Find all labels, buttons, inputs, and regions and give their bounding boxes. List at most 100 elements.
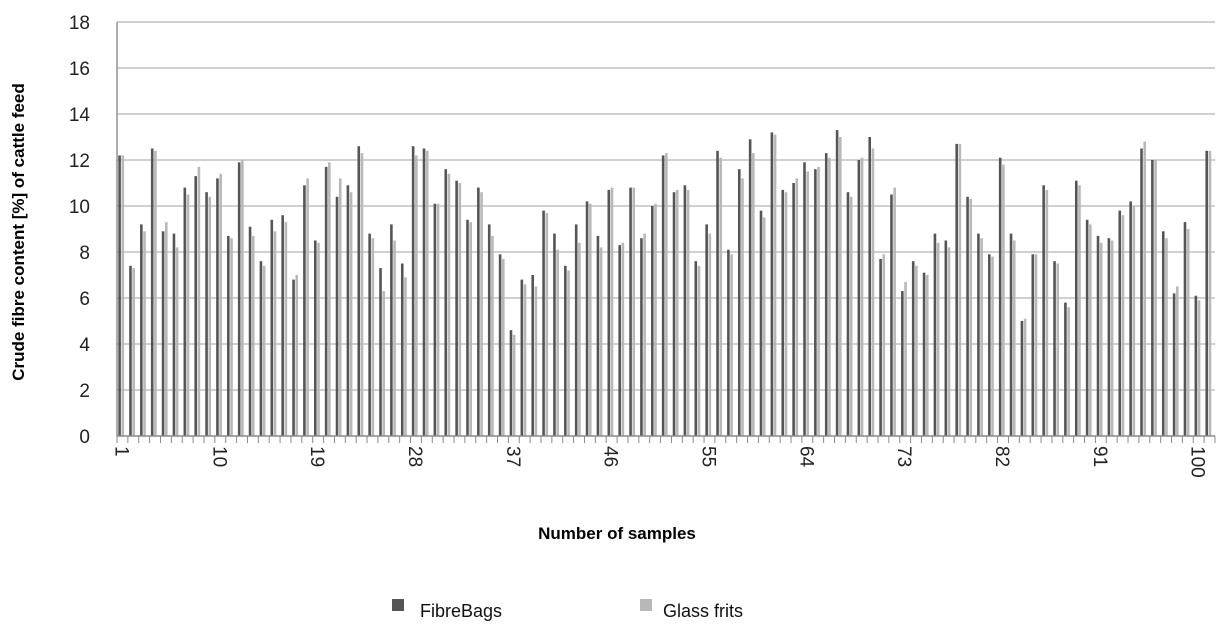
bar-glass-frits-2	[132, 268, 135, 436]
y-tick-label: 18	[69, 13, 90, 34]
bar-glass-frits-65	[817, 166, 820, 436]
bar-fibrebags-71	[879, 258, 882, 436]
bar-fibrebags-67	[835, 130, 839, 436]
bar-glass-frits-76	[936, 242, 940, 436]
bar-glass-frits-40	[545, 212, 549, 436]
bar-glass-frits-62	[784, 192, 788, 436]
y-tick-label: 6	[79, 289, 90, 310]
bar-glass-frits-39	[534, 286, 538, 436]
bar-glass-frits-23	[360, 153, 364, 436]
bar-glass-frits-35	[491, 235, 494, 436]
bar-fibrebags-57	[727, 249, 730, 436]
bar-glass-frits-68	[849, 196, 853, 436]
bar-fibrebags-54	[694, 261, 698, 436]
bar-fibrebags-47	[618, 245, 621, 436]
bar-glass-frits-38	[523, 284, 527, 436]
x-tick-label: 55	[697, 446, 718, 467]
bar-glass-frits-26	[393, 240, 396, 436]
bar-fibrebags-91	[1096, 235, 1100, 436]
y-tick-label: 4	[79, 335, 90, 356]
bar-glass-frits-9	[208, 196, 212, 436]
bar-fibrebags-21	[335, 196, 339, 436]
bar-fibrebags-83	[1009, 233, 1013, 436]
bar-glass-frits-69	[860, 157, 864, 436]
bar-fibrebags-79	[966, 196, 969, 436]
y-axis-title: Crude fibre content [%] of cattle feed	[9, 83, 28, 381]
bar-glass-frits-48	[632, 187, 636, 436]
bar-glass-frits-74	[915, 265, 918, 436]
bar-fibrebags-9	[205, 192, 208, 436]
bar-glass-frits-72	[893, 187, 896, 436]
bar-glass-frits-44	[588, 203, 592, 436]
bar-glass-frits-84	[1023, 318, 1027, 436]
x-tick-label: 37	[502, 446, 523, 467]
x-tick-label: 73	[893, 446, 914, 467]
bar-fibrebags-63	[792, 183, 795, 436]
bar-fibrebags-68	[846, 192, 850, 436]
bar-glass-frits-24	[371, 238, 375, 436]
bar-fibrebags-94	[1129, 201, 1132, 436]
bar-glass-frits-71	[882, 254, 886, 436]
bar-glass-frits-41	[556, 249, 559, 436]
bars	[118, 130, 1212, 437]
bar-glass-frits-59	[752, 153, 755, 436]
bar-glass-frits-43	[578, 242, 581, 436]
bar-glass-frits-18	[306, 178, 309, 436]
bar-glass-frits-88	[1067, 307, 1070, 436]
bar-glass-frits-30	[436, 203, 440, 436]
bar-glass-frits-47	[621, 242, 625, 436]
bar-glass-frits-4	[154, 150, 157, 437]
bar-glass-frits-79	[969, 199, 973, 436]
y-tick-label: 14	[69, 105, 91, 126]
bar-glass-frits-56	[719, 157, 723, 436]
bar-fibrebags-45	[596, 235, 600, 436]
bar-fibrebags-2	[129, 265, 132, 436]
bar-glass-frits-42	[567, 270, 570, 436]
axes	[116, 22, 1216, 443]
bar-glass-frits-37	[512, 334, 516, 436]
bar-fibrebags-84	[1020, 321, 1024, 436]
bar-glass-frits-55	[708, 233, 712, 436]
bar-glass-frits-87	[1056, 263, 1060, 436]
y-tick-label: 12	[69, 151, 90, 172]
bar-fibrebags-42	[564, 265, 567, 436]
bar-fibrebags-70	[868, 137, 872, 436]
bar-glass-frits-96	[1154, 160, 1157, 436]
bar-glass-frits-94	[1132, 206, 1136, 436]
bar-fibrebags-97	[1161, 231, 1165, 436]
y-tick-label: 8	[79, 243, 90, 264]
bar-glass-frits-33	[469, 222, 472, 436]
bar-glass-frits-83	[1012, 240, 1016, 436]
bar-glass-frits-64	[806, 171, 809, 436]
bar-glass-frits-54	[697, 265, 701, 436]
bar-fibrebags-4	[150, 148, 154, 436]
bar-glass-frits-12	[241, 160, 244, 436]
bar-fibrebags-50	[651, 206, 654, 436]
x-tick-label: 91	[1089, 446, 1110, 467]
bar-fibrebags-51	[661, 155, 665, 436]
bar-glass-frits-6	[175, 247, 179, 436]
bar-fibrebags-15	[270, 219, 274, 436]
bar-fibrebags-82	[998, 157, 1002, 436]
bar-fibrebags-22	[346, 185, 350, 436]
bar-fibrebags-41	[553, 233, 556, 436]
x-tick-label: 100	[1187, 446, 1208, 478]
bar-glass-frits-28	[415, 155, 418, 436]
bar-fibrebags-27	[400, 263, 404, 436]
bar-fibrebags-101	[1205, 150, 1209, 437]
bar-fibrebags-76	[933, 233, 937, 436]
bar-fibrebags-89	[1074, 180, 1078, 436]
bar-fibrebags-96	[1151, 160, 1154, 436]
bar-glass-frits-60	[762, 217, 766, 436]
bar-fibrebags-64	[803, 162, 806, 437]
bar-fibrebags-92	[1107, 238, 1111, 436]
bar-glass-frits-82	[1002, 164, 1005, 436]
bar-glass-frits-58	[741, 178, 744, 436]
bar-fibrebags-38	[520, 279, 524, 436]
bar-fibrebags-98	[1172, 293, 1176, 436]
bar-glass-frits-15	[273, 231, 277, 436]
bar-fibrebags-62	[781, 189, 785, 436]
bar-fibrebags-35	[487, 224, 491, 436]
bar-fibrebags-66	[824, 153, 828, 436]
x-tick-label: 46	[600, 446, 621, 467]
